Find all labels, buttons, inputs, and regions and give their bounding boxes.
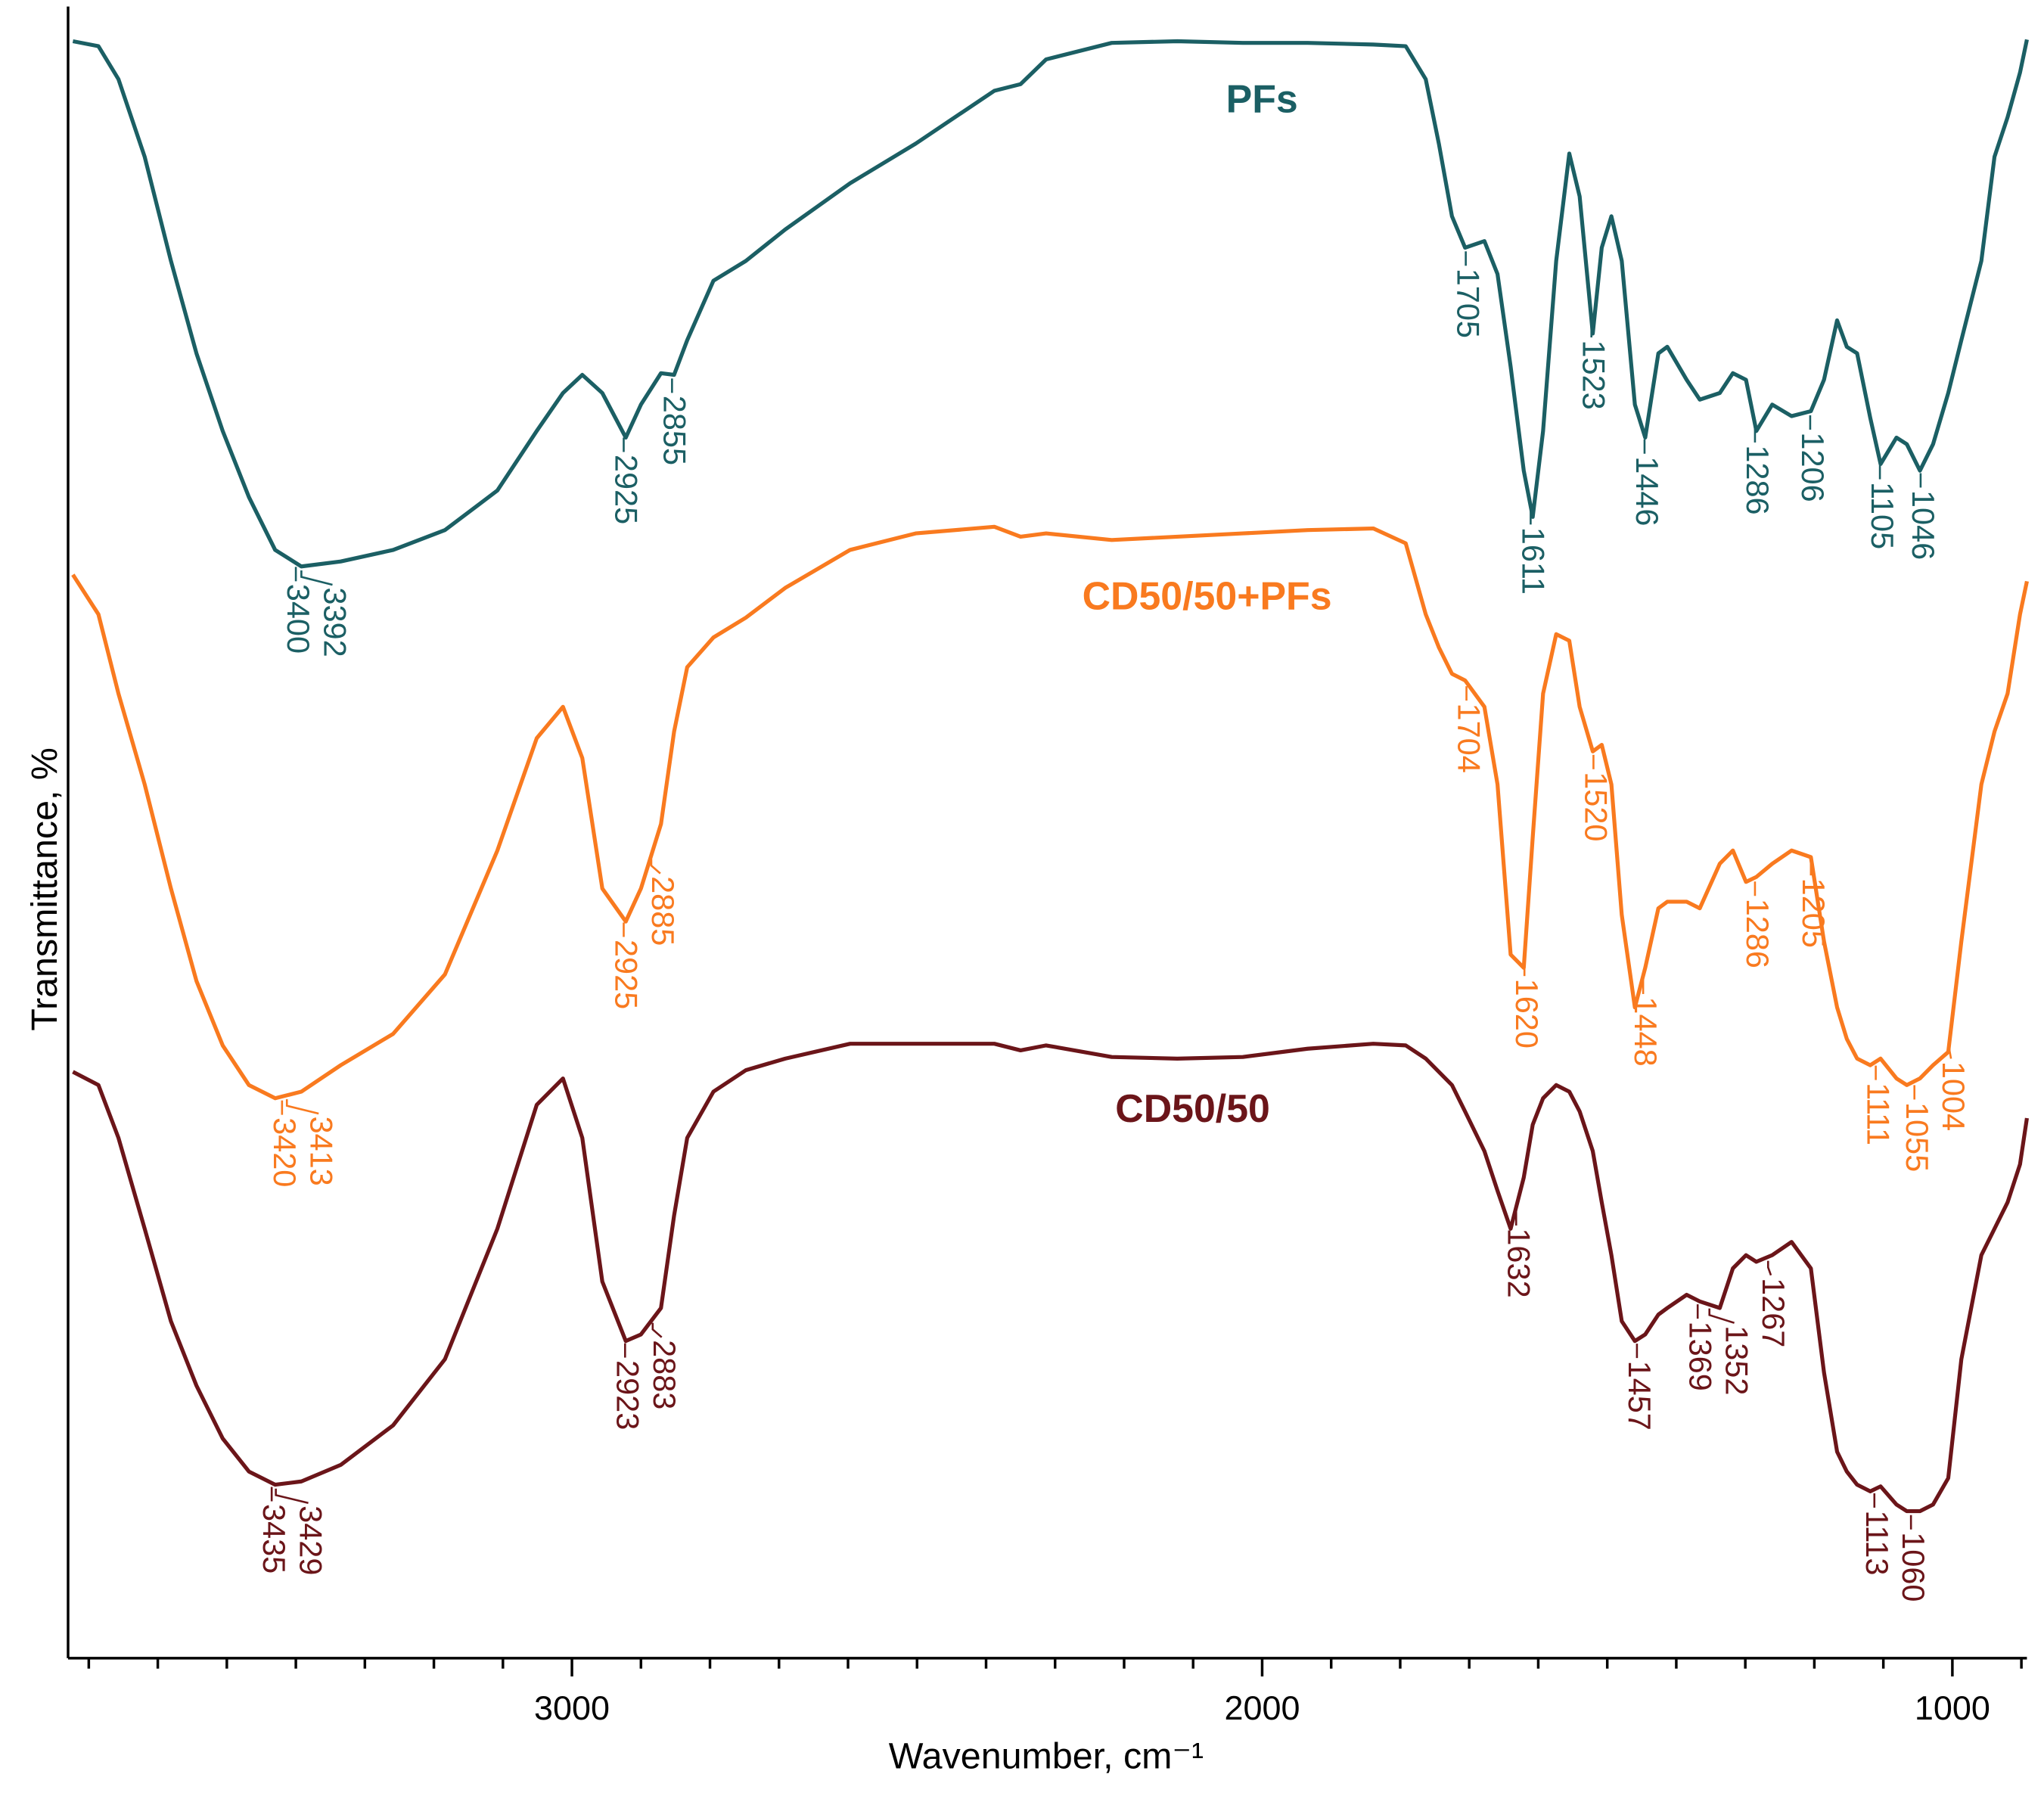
peak-leader bbox=[275, 1488, 309, 1504]
peak-leader bbox=[650, 859, 661, 875]
peak-label: 1620 bbox=[1509, 979, 1545, 1049]
peak-label: 3420 bbox=[267, 1117, 303, 1187]
peak-label: 1055 bbox=[1900, 1102, 1935, 1172]
peak-leader bbox=[285, 1099, 319, 1115]
peak-label: 1446 bbox=[1629, 456, 1665, 526]
series-name: PFs bbox=[1226, 77, 1298, 121]
peak-label: 1611 bbox=[1515, 527, 1551, 595]
peak-label: 1448 bbox=[1628, 996, 1663, 1066]
peak-label: 1004 bbox=[1936, 1061, 1971, 1131]
peak-leader bbox=[651, 1322, 663, 1338]
peak-label: 1520 bbox=[1578, 772, 1614, 841]
peak-leader bbox=[300, 570, 333, 586]
peak-label: 2855 bbox=[657, 396, 692, 465]
peak-label: 1205 bbox=[1796, 878, 1831, 948]
peak-label: 2883 bbox=[647, 1340, 682, 1409]
peak-leader bbox=[1708, 1308, 1735, 1324]
peak-label: 3435 bbox=[256, 1504, 292, 1574]
peak-label: 1046 bbox=[1906, 490, 1941, 560]
x-tick-label: 3000 bbox=[534, 1689, 610, 1727]
peak-leader bbox=[1766, 1260, 1772, 1276]
spectrum-line bbox=[72, 1042, 2029, 1514]
peak-label: 3400 bbox=[281, 584, 316, 654]
spectrum-line bbox=[72, 39, 2029, 569]
peak-label: 1704 bbox=[1452, 704, 1487, 773]
peak-label: 1632 bbox=[1501, 1228, 1536, 1297]
peak-label: 1111 bbox=[1861, 1083, 1896, 1145]
peak-label: 2925 bbox=[609, 455, 645, 524]
peak-label: 1369 bbox=[1682, 1322, 1718, 1391]
x-tick-label: 1000 bbox=[1915, 1689, 1990, 1727]
peak-label: 3429 bbox=[294, 1505, 329, 1575]
series-name: CD50/50 bbox=[1115, 1086, 1270, 1130]
y-axis-label: Transmittance, % bbox=[24, 747, 65, 1031]
peak-leader bbox=[1948, 1044, 1952, 1059]
peak-label: 1286 bbox=[1740, 445, 1775, 514]
peak-label: 1060 bbox=[1896, 1532, 1931, 1602]
x-axis-label: Wavenumber, cm⁻¹ bbox=[889, 1736, 1204, 1777]
peak-label: 1523 bbox=[1576, 340, 1612, 410]
spectrum-line bbox=[71, 524, 2029, 1101]
peak-label: 1267 bbox=[1756, 1278, 1791, 1347]
peak-label: 1705 bbox=[1451, 269, 1486, 338]
peak-label: 2923 bbox=[610, 1360, 645, 1430]
peak-label: 2885 bbox=[645, 876, 681, 946]
peak-label: 3392 bbox=[318, 587, 353, 657]
peak-label: 1457 bbox=[1622, 1361, 1657, 1431]
series-name: CD50/50+PFs bbox=[1083, 573, 1332, 617]
peak-label: 1113 bbox=[1859, 1510, 1895, 1575]
peak-label: 3413 bbox=[303, 1116, 339, 1185]
peak-label: 2925 bbox=[609, 940, 645, 1009]
peak-label: 1352 bbox=[1719, 1325, 1755, 1395]
peak-label: 1286 bbox=[1740, 899, 1775, 968]
x-tick-label: 2000 bbox=[1224, 1689, 1300, 1727]
peak-label: 1206 bbox=[1795, 432, 1831, 502]
peak-label: 1105 bbox=[1865, 482, 1900, 549]
